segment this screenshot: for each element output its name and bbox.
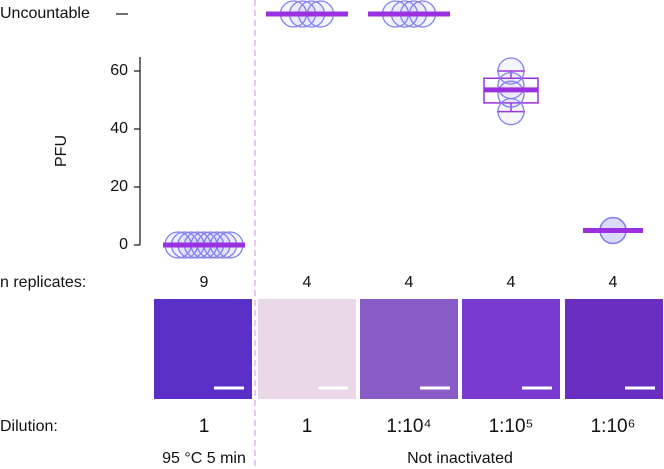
plate-photos: [154, 299, 663, 399]
condition-label: Not inactivated: [407, 450, 513, 467]
replicate-count: 4: [405, 274, 414, 291]
plate: [565, 299, 663, 399]
replicate-count: 4: [303, 274, 312, 291]
dilution: 1: [199, 416, 210, 437]
y-tick-label: 60: [110, 62, 128, 79]
replicates-label: n replicates:: [0, 274, 86, 291]
condition-label: 95 °C 5 min: [162, 450, 246, 467]
replicate-count: 4: [609, 274, 618, 291]
dilution: 1:10⁵: [489, 416, 534, 437]
y-tick-label: 0: [119, 236, 128, 253]
plate: [258, 299, 356, 399]
replicate-count: 9: [200, 274, 209, 291]
dilution: 1:10⁶: [591, 416, 636, 437]
point: [497, 97, 525, 126]
y-axis-label: PFU: [53, 135, 70, 167]
plate: [360, 299, 458, 399]
dilution-label: Dilution:: [0, 418, 58, 435]
replicate-count: 4: [507, 274, 516, 291]
point: [497, 57, 525, 85]
y-tick-label: 40: [110, 120, 128, 137]
plate: [462, 299, 560, 399]
uncountable-label: Uncountable: [0, 5, 90, 22]
dilution: 1: [302, 416, 313, 437]
y-tick-label: 20: [110, 178, 128, 195]
dilution: 1:10⁴: [386, 416, 431, 437]
plate: [154, 299, 252, 399]
